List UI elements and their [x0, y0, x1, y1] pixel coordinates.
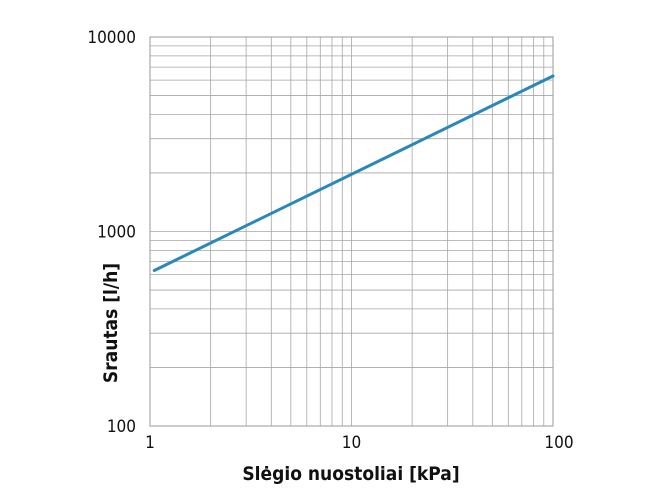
- y-tick-label: 100: [107, 417, 136, 437]
- y-axis-title: Srautas [l/h]: [100, 263, 122, 383]
- series-line-1: [152, 74, 555, 272]
- x-tick-labels: 1 10 100: [145, 433, 573, 453]
- x-tick-label: 1: [145, 433, 155, 453]
- series-layer: [152, 74, 555, 272]
- x-axis-title: Slėgio nuostoliai [kPa]: [242, 463, 459, 485]
- y-tick-label: 1000: [97, 223, 136, 243]
- x-tick-label: 10: [342, 433, 361, 453]
- y-tick-label: 10000: [87, 28, 136, 48]
- x-tick-label: 100: [544, 433, 573, 453]
- grid: [150, 37, 553, 426]
- y-tick-labels: 100 1000 10000: [87, 28, 136, 437]
